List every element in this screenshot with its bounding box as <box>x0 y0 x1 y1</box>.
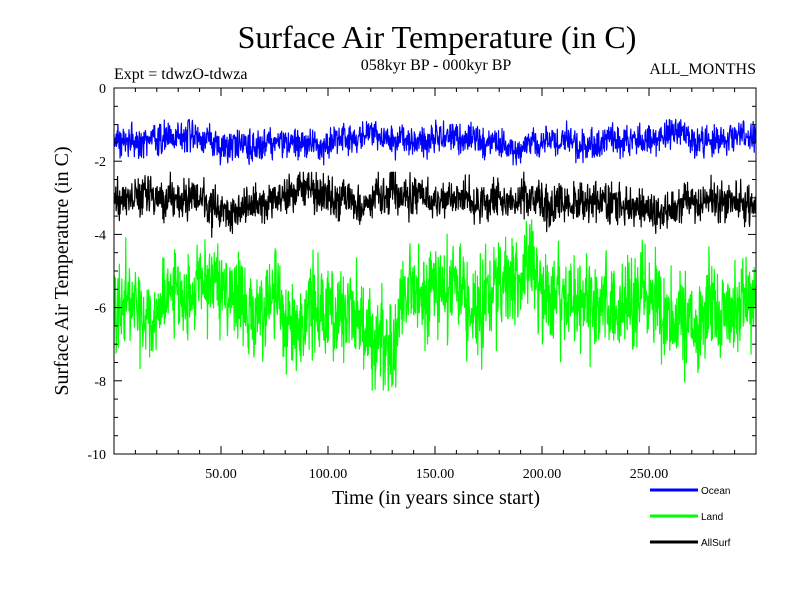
experiment-label: Expt = tdwzO-tdwza <box>114 66 247 83</box>
y-tick-label: -2 <box>94 155 106 170</box>
legend: Ocean Land AllSurf <box>650 486 731 549</box>
legend-label-allsurf: AllSurf <box>701 538 731 549</box>
x-tick-label: 150.00 <box>416 467 455 482</box>
x-axis-label: Time (in years since start) <box>332 487 540 509</box>
series-line-allsurf <box>113 171 757 238</box>
series-line-ocean <box>113 118 757 166</box>
legend-label-ocean: Ocean <box>701 486 730 497</box>
x-tick-label: 50.00 <box>205 467 237 482</box>
y-tick-label: 0 <box>99 82 106 97</box>
y-tick-label: -6 <box>94 302 106 317</box>
series-line-land <box>113 219 757 392</box>
period-label: ALL_MONTHS <box>649 61 756 78</box>
chart-subtitle: 058kyr BP - 000kyr BP <box>361 57 512 74</box>
y-tick-label: -10 <box>87 448 106 463</box>
x-tick-label: 100.00 <box>309 467 348 482</box>
x-axis-ticks: 50.00 100.00 150.00 200.00 250.00 <box>134 88 736 482</box>
plot-series <box>113 118 757 392</box>
y-axis-label: Surface Air Temperature (in C) <box>51 146 73 395</box>
y-axis-ticks: 0 -2 -4 -6 -8 -10 <box>87 82 756 463</box>
x-tick-label: 250.00 <box>630 467 669 482</box>
y-tick-label: -4 <box>94 228 106 243</box>
legend-label-land: Land <box>701 512 723 523</box>
x-tick-label: 200.00 <box>523 467 562 482</box>
y-tick-label: -8 <box>94 375 106 390</box>
chart-title: Surface Air Temperature (in C) <box>238 19 637 55</box>
